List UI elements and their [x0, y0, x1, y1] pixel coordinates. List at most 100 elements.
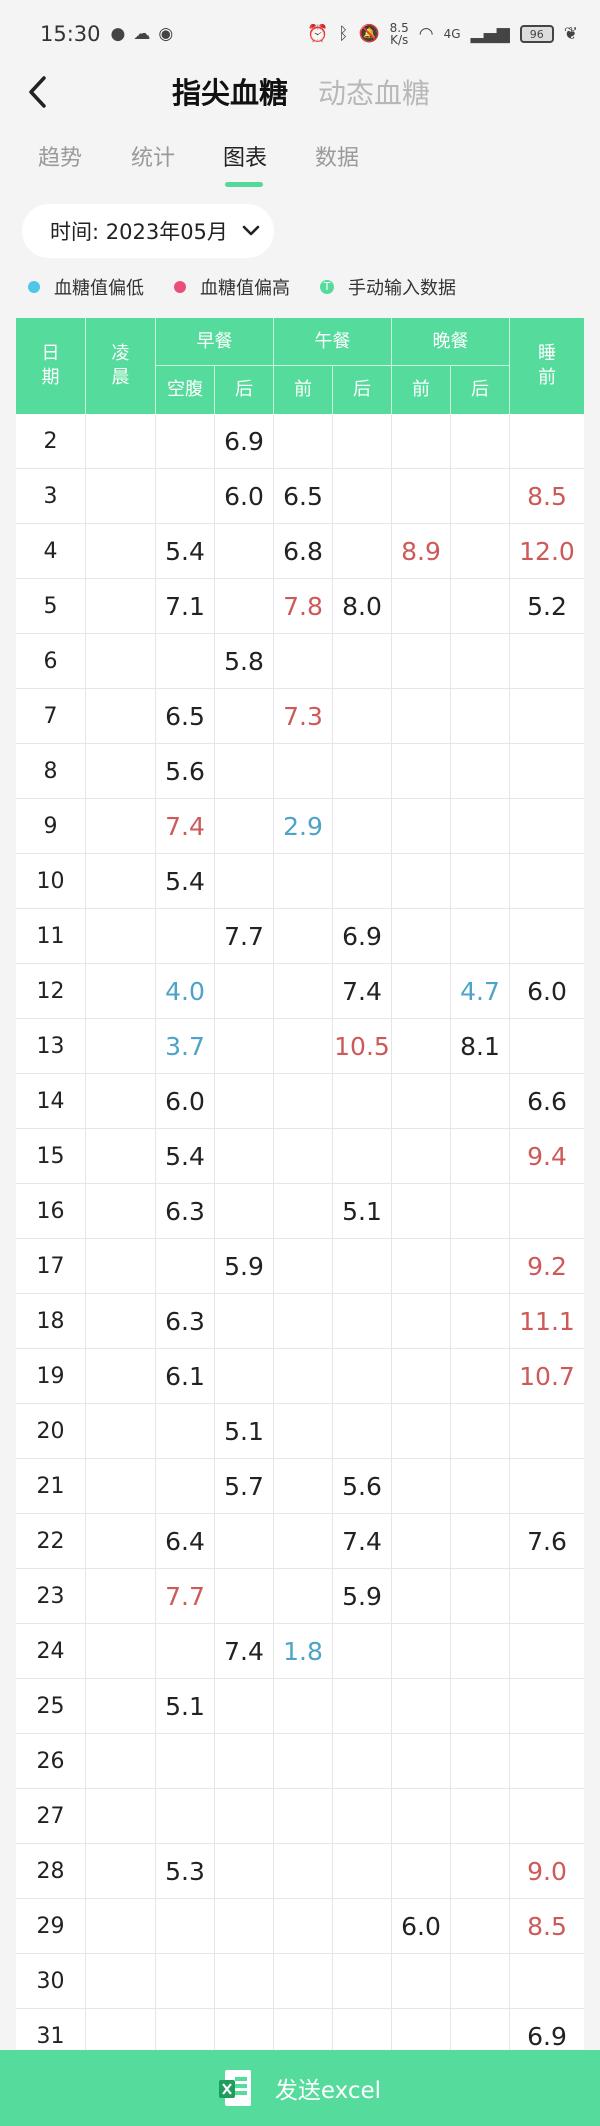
tab-data[interactable]: 数据	[315, 146, 360, 171]
header-dinner-before: 前	[392, 366, 451, 414]
cell-breakfast-after[interactable]: 6.9	[215, 414, 274, 468]
cell-dawn	[86, 1624, 156, 1678]
cell-date: 22	[16, 1514, 86, 1568]
cell-lunch-after	[333, 744, 392, 798]
cell-breakfast-fasting	[156, 1954, 215, 2008]
cell-breakfast-fasting[interactable]: 7.1	[156, 579, 215, 633]
cell-breakfast-fasting[interactable]: 7.7	[156, 1569, 215, 1623]
cell-lunch-after[interactable]: 5.6	[333, 1459, 392, 1513]
cell-lunch-after[interactable]: 10.5	[333, 1019, 392, 1073]
cell-date: 17	[16, 1239, 86, 1293]
cell-dinner-before	[392, 1129, 451, 1183]
cell-breakfast-fasting[interactable]: 6.3	[156, 1294, 215, 1348]
cell-lunch-before	[274, 1074, 333, 1128]
cell-bedtime	[510, 414, 584, 468]
cell-bedtime[interactable]: 5.2	[527, 591, 567, 621]
table-row: 2 6.9	[16, 414, 584, 469]
cell-bedtime	[510, 1679, 584, 1733]
cell-lunch-after[interactable]: 7.4	[333, 964, 392, 1018]
cell-dawn	[86, 1844, 156, 1898]
tab-trend[interactable]: 趋势	[38, 146, 83, 171]
cell-bedtime[interactable]: 12.0	[519, 536, 575, 566]
cell-breakfast-fasting[interactable]: 5.4	[156, 1129, 215, 1183]
cell-breakfast-after	[215, 1844, 274, 1898]
cell-dinner-after	[451, 1679, 510, 1733]
cell-dinner-before	[392, 634, 451, 688]
cell-dinner-after[interactable]: 8.1	[451, 1019, 510, 1073]
cell-bedtime[interactable]: 7.6	[527, 1526, 567, 1556]
cell-bedtime[interactable]: 6.9	[527, 2021, 567, 2051]
cell-date: 29	[16, 1899, 86, 1953]
table-row: 21 5.7 5.6	[16, 1459, 584, 1514]
cell-breakfast-after[interactable]: 5.1	[215, 1404, 274, 1458]
cell-bedtime[interactable]: 9.0	[527, 1856, 567, 1886]
cell-lunch-before[interactable]: 7.8	[274, 579, 333, 633]
cell-lunch-before[interactable]: 6.8	[274, 524, 333, 578]
cell-lunch-before[interactable]: 6.5	[274, 469, 333, 523]
cell-breakfast-after	[215, 799, 274, 853]
cell-breakfast-fasting[interactable]: 6.0	[156, 1074, 215, 1128]
cell-breakfast-fasting[interactable]: 6.3	[156, 1184, 215, 1238]
cell-bedtime	[510, 1624, 584, 1678]
cell-bedtime[interactable]: 10.7	[519, 1361, 575, 1391]
cell-lunch-after[interactable]: 5.9	[333, 1569, 392, 1623]
cell-breakfast-fasting[interactable]: 7.4	[156, 799, 215, 853]
cell-breakfast-after	[215, 524, 274, 578]
back-button[interactable]	[18, 72, 58, 112]
cell-breakfast-after[interactable]: 7.7	[215, 909, 274, 963]
tab-finger-glucose[interactable]: 指尖血糖	[172, 76, 289, 110]
cell-lunch-after[interactable]: 8.0	[333, 579, 392, 633]
cell-breakfast-fasting[interactable]: 6.5	[156, 689, 215, 743]
cell-breakfast-after	[215, 1899, 274, 1953]
cell-bedtime[interactable]: 11.1	[519, 1306, 575, 1336]
cell-breakfast-fasting[interactable]: 5.4	[156, 854, 215, 908]
cell-breakfast-fasting	[156, 1789, 215, 1843]
cell-date: 28	[16, 1844, 86, 1898]
cell-bedtime[interactable]: 8.5	[527, 481, 567, 511]
cell-breakfast-fasting[interactable]: 5.6	[156, 744, 215, 798]
time-filter-dropdown[interactable]: 时间: 2023年05月	[22, 204, 274, 258]
cell-breakfast-after	[215, 1954, 274, 2008]
cell-lunch-after	[333, 799, 392, 853]
tab-stats[interactable]: 统计	[131, 146, 176, 171]
cell-bedtime[interactable]: 9.4	[527, 1141, 567, 1171]
cell-lunch-before[interactable]: 7.3	[274, 689, 333, 743]
cell-bedtime[interactable]: 9.2	[527, 1251, 567, 1281]
cell-date: 16	[16, 1184, 86, 1238]
cell-lunch-after	[333, 1679, 392, 1733]
cell-breakfast-after	[215, 1349, 274, 1403]
cell-lunch-after[interactable]: 5.1	[333, 1184, 392, 1238]
cell-lunch-after[interactable]: 6.9	[333, 909, 392, 963]
cell-dawn	[86, 1239, 156, 1293]
cell-bedtime[interactable]: 8.5	[527, 1911, 567, 1941]
tab-chart[interactable]: 图表	[223, 146, 268, 171]
cell-dinner-before[interactable]: 8.9	[392, 524, 451, 578]
cell-breakfast-fasting[interactable]: 3.7	[156, 1019, 215, 1073]
cell-dinner-after[interactable]: 4.7	[451, 964, 510, 1018]
cell-lunch-after	[333, 1294, 392, 1348]
cell-breakfast-fasting[interactable]: 5.4	[156, 524, 215, 578]
cell-breakfast-after[interactable]: 5.7	[215, 1459, 274, 1513]
cell-breakfast-fasting[interactable]: 5.3	[156, 1844, 215, 1898]
cell-lunch-before[interactable]: 2.9	[274, 799, 333, 853]
cell-lunch-after[interactable]: 7.4	[333, 1514, 392, 1568]
cell-lunch-before[interactable]: 1.8	[274, 1624, 333, 1678]
cell-breakfast-fasting[interactable]: 6.1	[156, 1349, 215, 1403]
tab-dynamic-glucose[interactable]: 动态血糖	[318, 77, 431, 110]
cell-bedtime[interactable]: 6.0	[527, 976, 567, 1006]
cell-breakfast-after[interactable]: 5.8	[215, 634, 274, 688]
cell-breakfast-fasting[interactable]: 5.1	[156, 1679, 215, 1733]
cell-dinner-before[interactable]: 6.0	[392, 1899, 451, 1953]
cell-dinner-after	[451, 1239, 510, 1293]
cell-dinner-after	[451, 1844, 510, 1898]
cell-breakfast-after[interactable]: 7.4	[215, 1624, 274, 1678]
cell-breakfast-after[interactable]: 5.9	[215, 1239, 274, 1293]
cell-date: 13	[16, 1019, 86, 1073]
cell-breakfast-after[interactable]: 6.0	[215, 469, 274, 523]
cell-breakfast-fasting[interactable]: 6.4	[156, 1514, 215, 1568]
cell-bedtime[interactable]: 6.6	[527, 1086, 567, 1116]
cell-breakfast-fasting[interactable]: 4.0	[156, 964, 215, 1018]
send-excel-button[interactable]: 发送excel	[0, 2050, 600, 2126]
net-speed: 8.5 K/s	[389, 21, 409, 47]
cell-breakfast-fasting	[156, 1404, 215, 1458]
